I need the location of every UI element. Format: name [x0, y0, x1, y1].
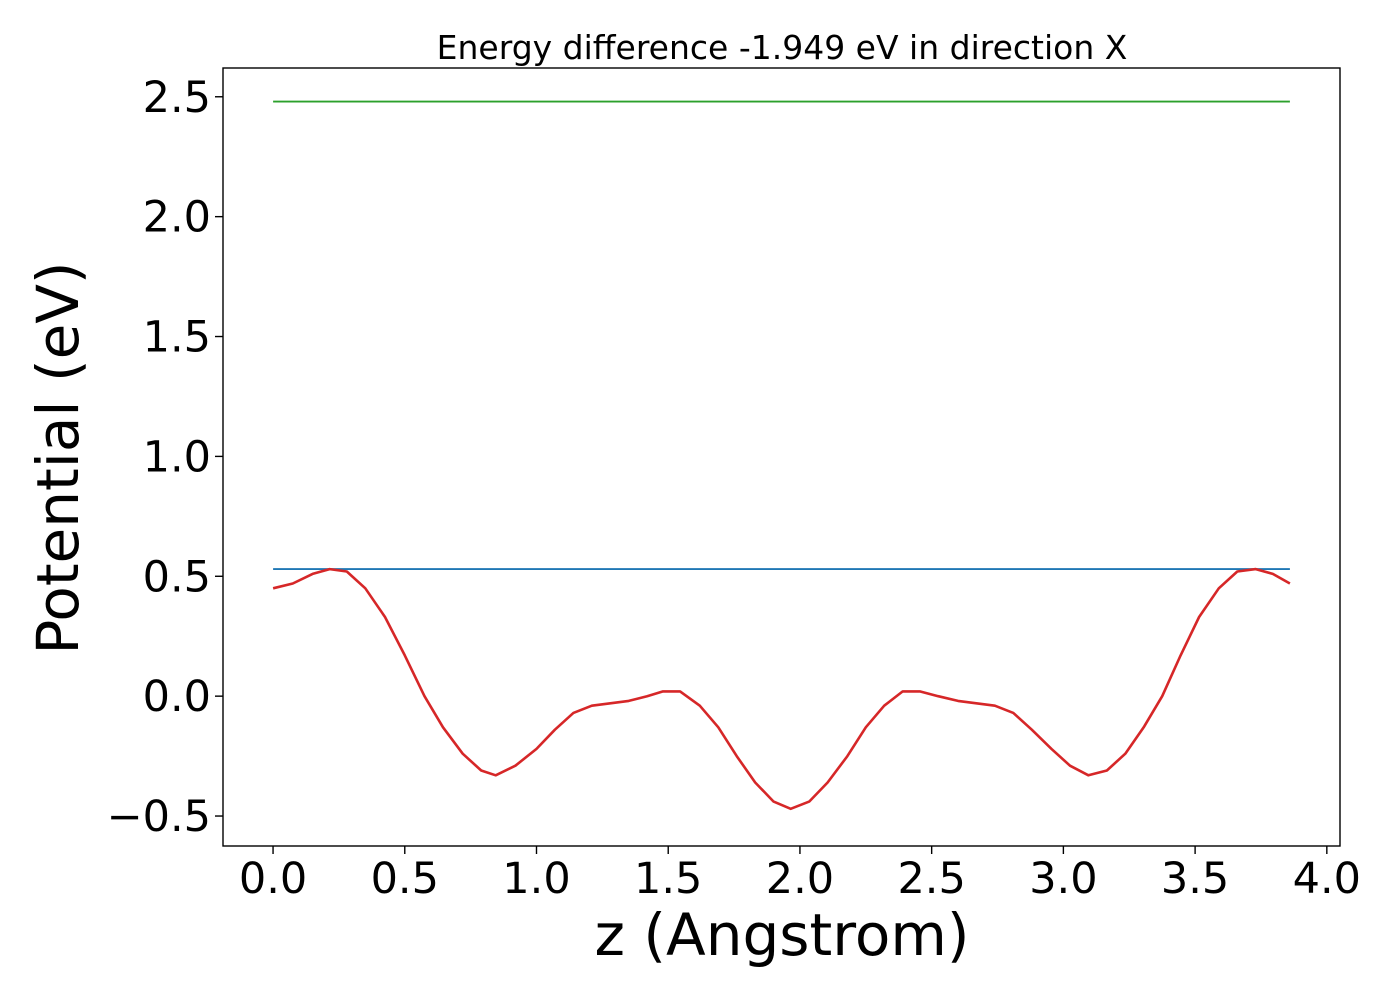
x-tick-label: 3.5 [1161, 854, 1229, 904]
y-axis-title: Potential (eV) [24, 261, 92, 654]
y-tick-label: 0.5 [143, 552, 211, 602]
x-tick-label: 4.0 [1293, 854, 1361, 904]
y-tick-label: 1.0 [143, 432, 211, 482]
chart-title: Energy difference -1.949 eV in direction… [437, 28, 1128, 67]
y-tick-label: 2.5 [143, 73, 211, 123]
x-tick-label: 3.0 [1029, 854, 1097, 904]
x-tick-label: 0.5 [371, 854, 439, 904]
y-tick-label: 0.0 [143, 672, 211, 722]
y-tick-label: 1.5 [143, 313, 211, 363]
plot-frame [222, 67, 1341, 847]
series-line-3 [272, 567, 1291, 811]
x-tick-label: 2.5 [897, 854, 965, 904]
x-axis: 0.0 0.5 1.0 1.5 2.0 2.5 3.0 3.5 4.0 [239, 846, 1361, 904]
x-tick-label: 2.0 [766, 854, 834, 904]
series-layer [272, 100, 1291, 811]
y-tick-label: −0.5 [107, 792, 211, 842]
x-tick-label: 0.0 [239, 854, 307, 904]
y-axis: −0.5 0.0 0.5 1.0 1.5 2.0 2.5 [107, 73, 223, 842]
x-axis-title: z (Angstrom) [595, 901, 970, 969]
x-tick-label: 1.0 [502, 854, 570, 904]
y-tick-label: 2.0 [143, 193, 211, 243]
x-tick-label: 1.5 [634, 854, 702, 904]
